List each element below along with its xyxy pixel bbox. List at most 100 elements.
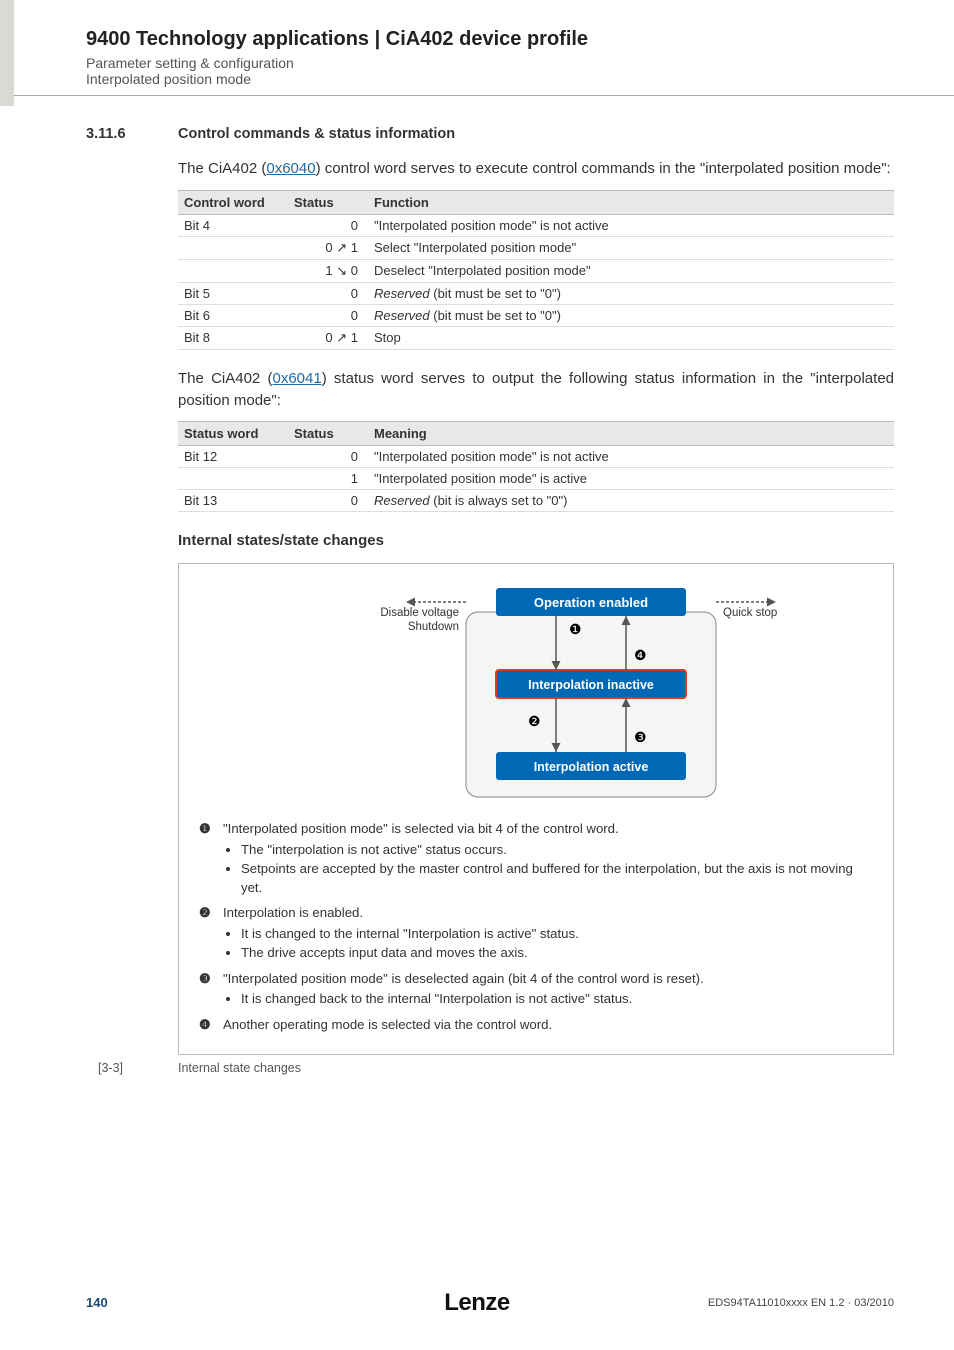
- t1-r1-c1: 0 ↗ 1: [288, 236, 368, 259]
- legend-num-3: ❸: [199, 970, 223, 1010]
- diagram-marker-4: ❹: [634, 647, 647, 663]
- diagram-box-operation: Operation enabled: [534, 595, 648, 610]
- subheading-states: Internal states/state changes: [178, 532, 894, 549]
- table-row: Bit 40"Interpolated position mode" is no…: [178, 214, 894, 236]
- state-diagram-svg: Operation enabled Interpolation inactive…: [276, 582, 796, 802]
- table-row: Bit 80 ↗ 1Stop: [178, 326, 894, 349]
- t2-r1-c0: [178, 468, 288, 490]
- page-footer: 140 Lenze EDS94TA11010xxxx EN 1.2 · 03/2…: [0, 1295, 954, 1310]
- legend-bullet: Setpoints are accepted by the master con…: [241, 860, 873, 897]
- legend-item: ❹ Another operating mode is selected via…: [199, 1016, 873, 1034]
- t1-body: Bit 40"Interpolated position mode" is no…: [178, 214, 894, 349]
- link-0x6040[interactable]: 0x6040: [266, 160, 315, 177]
- caption-text: Internal state changes: [178, 1061, 301, 1075]
- t2-r2-c1: 0: [288, 490, 368, 512]
- legend-num-4: ❹: [199, 1016, 223, 1034]
- t2-head-statusword: Status word: [178, 422, 288, 446]
- section-number: 3.11.6: [86, 126, 178, 142]
- diagram-marker-1: ❶: [569, 621, 582, 637]
- legend-item: ❶ "Interpolated position mode" is select…: [199, 820, 873, 898]
- t2-r2-c2: Reserved (bit is always set to "0"): [368, 490, 894, 512]
- footer-logo: Lenze: [444, 1289, 510, 1317]
- t1-r5-c2: Stop: [368, 326, 894, 349]
- diagram-legend: ❶ "Interpolated position mode" is select…: [199, 820, 873, 1034]
- diagram-marker-2: ❷: [528, 713, 541, 729]
- para2-text-a: The CiA402 (: [178, 370, 273, 387]
- legend-item: ❷ Interpolation is enabled. It is change…: [199, 904, 873, 963]
- doc-subtitle-1: Parameter setting & configuration: [86, 55, 894, 71]
- legend-num-1: ❶: [199, 820, 223, 898]
- legend-bullet: It is changed back to the internal "Inte…: [241, 990, 873, 1008]
- t1-r4-c1: 0: [288, 304, 368, 326]
- caption-number: [3-3]: [86, 1061, 178, 1075]
- table-row: 1 ↘ 0Deselect "Interpolated position mod…: [178, 259, 894, 282]
- table-row: Bit 130Reserved (bit is always set to "0…: [178, 490, 894, 512]
- t2-r0-c2: "Interpolated position mode" is not acti…: [368, 446, 894, 468]
- legend-head-3: "Interpolated position mode" is deselect…: [223, 971, 704, 986]
- para1-text-b: ) control word serves to execute control…: [316, 160, 891, 177]
- table-row: Bit 120"Interpolated position mode" is n…: [178, 446, 894, 468]
- t1-r5-c1: 0 ↗ 1: [288, 326, 368, 349]
- diagram-label-quick-stop: Quick stop: [723, 607, 777, 619]
- legend-item: ❸ "Interpolated position mode" is desele…: [199, 970, 873, 1010]
- t1-r3-c0: Bit 5: [178, 282, 288, 304]
- section-heading-row: 3.11.6 Control commands & status informa…: [86, 126, 894, 142]
- t1-r3-c2: Reserved (bit must be set to "0"): [368, 282, 894, 304]
- diagram-box-inactive: Interpolation inactive: [528, 678, 654, 692]
- t1-r0-c0: Bit 4: [178, 214, 288, 236]
- t1-r2-c0: [178, 259, 288, 282]
- table-row: Bit 50Reserved (bit must be set to "0"): [178, 282, 894, 304]
- t1-r4-c0: Bit 6: [178, 304, 288, 326]
- link-0x6041[interactable]: 0x6041: [273, 370, 322, 387]
- legend-head-4: Another operating mode is selected via t…: [223, 1017, 552, 1032]
- t1-r0-c2: "Interpolated position mode" is not acti…: [368, 214, 894, 236]
- t1-r0-c1: 0: [288, 214, 368, 236]
- t1-r1-c0: [178, 236, 288, 259]
- t2-r1-c2: "Interpolated position mode" is active: [368, 468, 894, 490]
- t1-head-function: Function: [368, 190, 894, 214]
- footer-doc-id: EDS94TA11010xxxx EN 1.2 · 03/2010: [708, 1297, 894, 1309]
- legend-bullet: It is changed to the internal "Interpola…: [241, 925, 873, 943]
- page-content: 3.11.6 Control commands & status informa…: [0, 96, 954, 1075]
- t1-r2-c1: 1 ↘ 0: [288, 259, 368, 282]
- control-word-table: Control word Status Function Bit 40"Inte…: [178, 190, 894, 350]
- t2-r2-c0: Bit 13: [178, 490, 288, 512]
- table-row: Bit 60Reserved (bit must be set to "0"): [178, 304, 894, 326]
- t1-head-controlword: Control word: [178, 190, 288, 214]
- t1-r2-c2: Deselect "Interpolated position mode": [368, 259, 894, 282]
- doc-title: 9400 Technology applications | CiA402 de…: [86, 28, 894, 51]
- t2-r0-c0: Bit 12: [178, 446, 288, 468]
- table-row: 1"Interpolated position mode" is active: [178, 468, 894, 490]
- t1-r1-c2: Select "Interpolated position mode": [368, 236, 894, 259]
- section-title: Control commands & status information: [178, 126, 455, 142]
- legend-head-2: Interpolation is enabled.: [223, 905, 363, 920]
- intro-paragraph-1: The CiA402 (0x6040) control word serves …: [178, 158, 894, 180]
- figure-caption: [3-3] Internal state changes: [86, 1061, 894, 1075]
- state-diagram-box: Operation enabled Interpolation inactive…: [178, 563, 894, 1055]
- t2-r0-c1: 0: [288, 446, 368, 468]
- diagram-label-disable-voltage: Disable voltage: [380, 607, 459, 619]
- legend-head-1: "Interpolated position mode" is selected…: [223, 821, 619, 836]
- page-number: 140: [86, 1295, 108, 1310]
- table-row: 0 ↗ 1Select "Interpolated position mode": [178, 236, 894, 259]
- status-word-table: Status word Status Meaning Bit 120"Inter…: [178, 421, 894, 512]
- t1-r5-c0: Bit 8: [178, 326, 288, 349]
- t2-r1-c1: 1: [288, 468, 368, 490]
- t2-body: Bit 120"Interpolated position mode" is n…: [178, 446, 894, 512]
- diagram-box-active: Interpolation active: [534, 760, 649, 774]
- legend-bullet: The drive accepts input data and moves t…: [241, 944, 873, 962]
- page-margin-stripe: [0, 0, 14, 106]
- t1-r3-c1: 0: [288, 282, 368, 304]
- t2-head-status: Status: [288, 422, 368, 446]
- diagram-marker-3: ❸: [634, 729, 647, 745]
- legend-num-2: ❷: [199, 904, 223, 963]
- intro-paragraph-2: The CiA402 (0x6041) status word serves t…: [178, 368, 894, 412]
- t2-head-meaning: Meaning: [368, 422, 894, 446]
- diagram-label-shutdown: Shutdown: [408, 621, 459, 633]
- t1-head-status: Status: [288, 190, 368, 214]
- t1-r4-c2: Reserved (bit must be set to "0"): [368, 304, 894, 326]
- doc-subtitle-2: Interpolated position mode: [86, 71, 894, 87]
- para1-text-a: The CiA402 (: [178, 160, 266, 177]
- state-diagram: Operation enabled Interpolation inactive…: [199, 582, 873, 802]
- page-header: 9400 Technology applications | CiA402 de…: [0, 0, 954, 96]
